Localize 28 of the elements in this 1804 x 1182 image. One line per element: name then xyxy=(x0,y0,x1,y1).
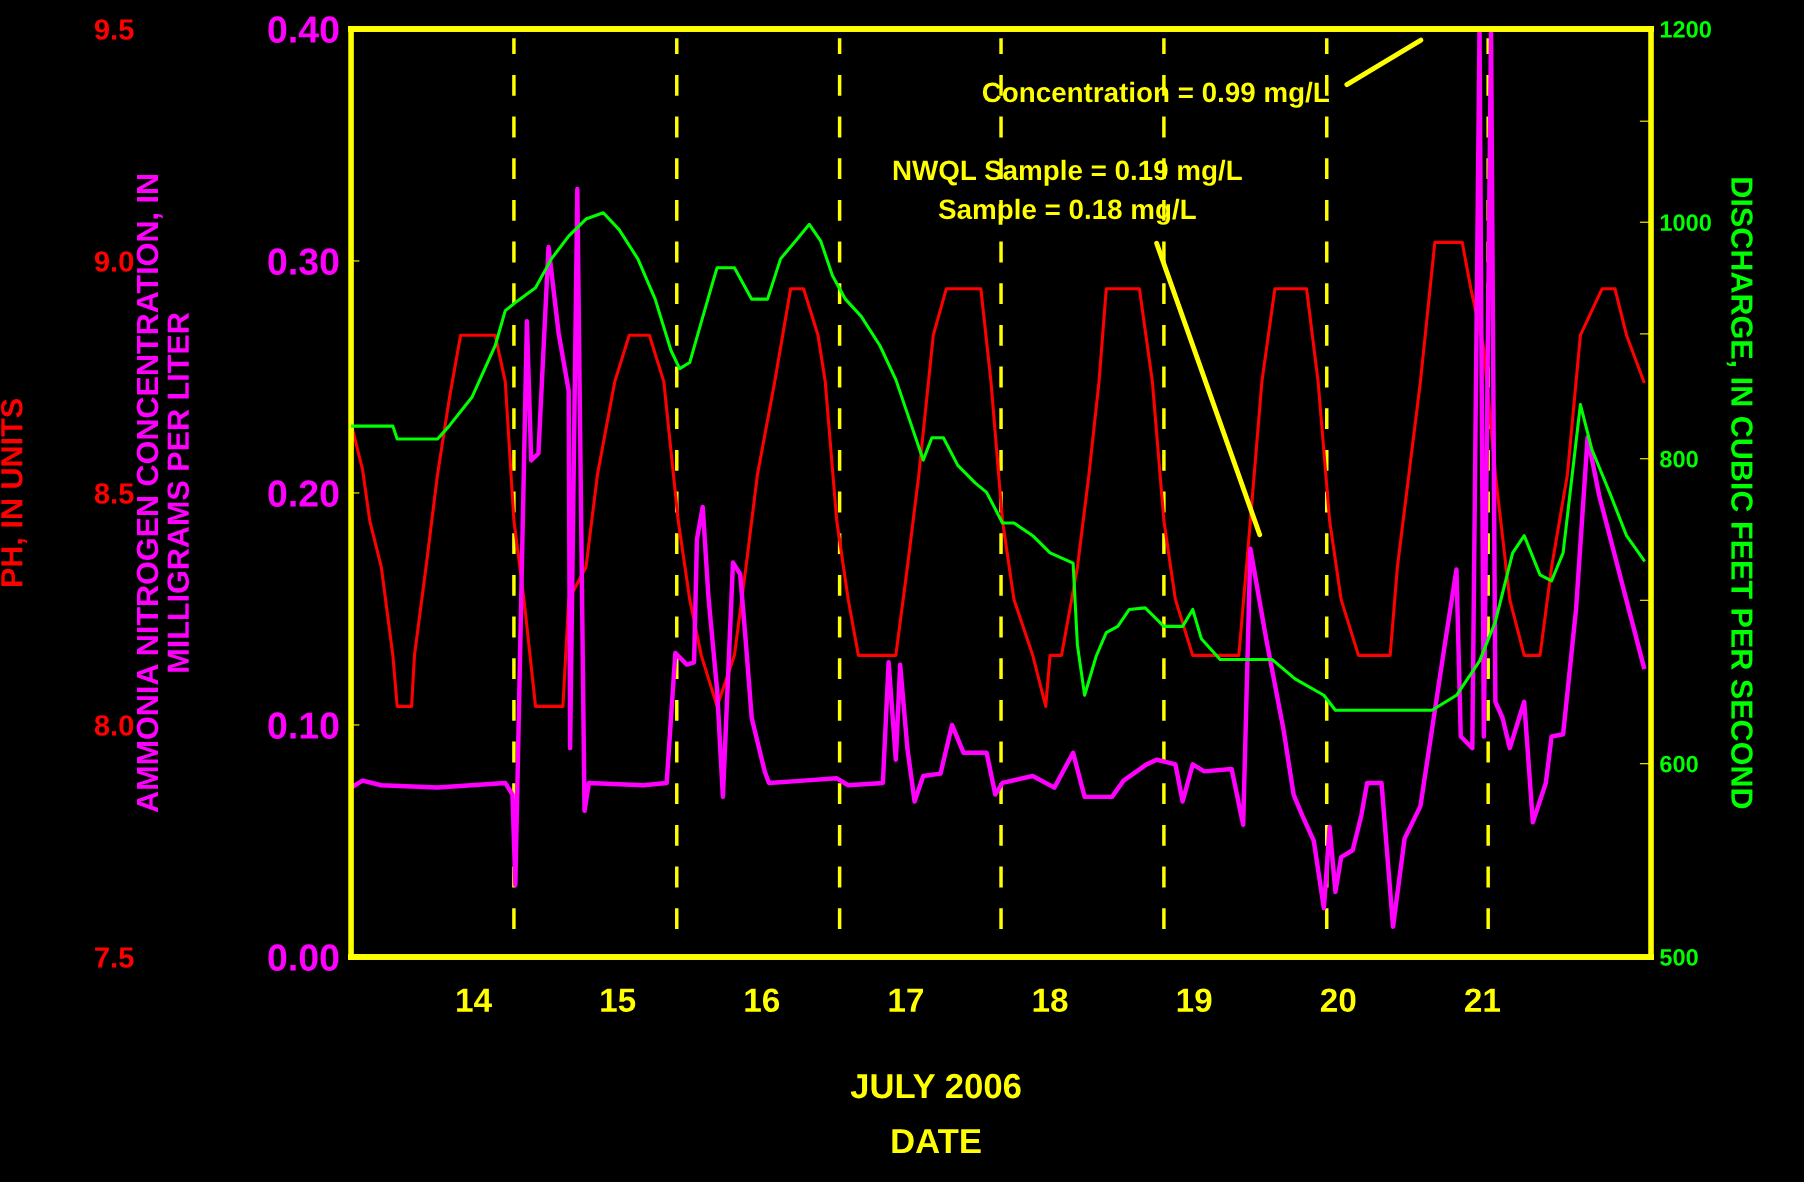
y-tick-label: 8.0 xyxy=(94,715,134,736)
y2-tick-label: 1000 xyxy=(1660,214,1711,232)
y3-tick-label: 0.10 xyxy=(268,712,339,739)
x-tick-label: 17 xyxy=(889,988,923,1012)
x-tick-label: 18 xyxy=(1033,988,1068,1012)
x-tick-label: 19 xyxy=(1177,988,1212,1012)
x-tick-label: 20 xyxy=(1320,988,1356,1012)
y3-axis-title: AMMONIA NITROGEN CONCENTRATION, IN MILLIGRAMS PER LITER xyxy=(136,175,190,813)
y-axis-title: PH, IN UNITS xyxy=(0,399,28,586)
y2-tick-label: 1200 xyxy=(1660,21,1711,38)
y3-tick-label: 0.00 xyxy=(268,944,339,971)
y2-tick-label: 600 xyxy=(1660,755,1698,773)
x-tick-label: 14 xyxy=(457,988,492,1012)
x-tick-label: 21 xyxy=(1465,988,1501,1012)
x-axis-title: JULY 2006 DATE xyxy=(850,1073,1021,1154)
y-tick-label: 7.5 xyxy=(95,947,134,968)
y3-tick-label: 0.20 xyxy=(268,480,339,507)
x-tick-label: 15 xyxy=(601,988,636,1012)
x-tick-label: 16 xyxy=(745,988,780,1012)
y2-tick-label: 800 xyxy=(1660,450,1698,468)
y2-axis-title: DISCHARGE, IN CUBIC FEET PER SECOND xyxy=(1726,178,1753,809)
y-tick-label: 9.0 xyxy=(94,251,134,272)
annotation: Concentration = 0.99 mg/L xyxy=(982,81,1329,108)
y3-tick-label: 0.40 xyxy=(268,16,339,43)
y-tick-label: 8.5 xyxy=(94,483,134,504)
y-tick-label: 9.5 xyxy=(94,19,134,40)
y3-tick-label: 0.30 xyxy=(268,248,339,275)
y2-tick-label: 500 xyxy=(1660,949,1698,966)
